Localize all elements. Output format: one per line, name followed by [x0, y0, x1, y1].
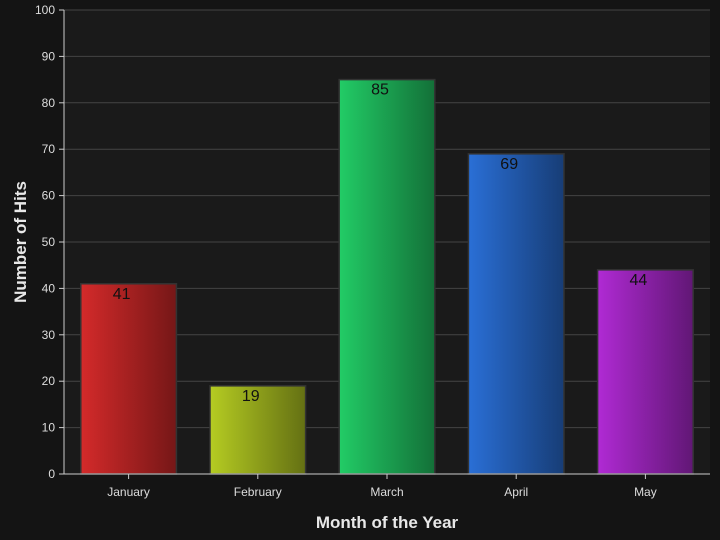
x-tick-label: January [107, 485, 150, 499]
bar-march [338, 78, 436, 475]
y-tick-label: 0 [48, 467, 55, 481]
bar-may [596, 269, 694, 475]
x-axis-title: Month of the Year [316, 513, 459, 532]
y-tick-label: 70 [42, 142, 56, 156]
data-label: 69 [500, 156, 518, 173]
data-label: 85 [371, 82, 389, 99]
x-tick-label: February [234, 485, 282, 499]
y-tick-label: 40 [42, 281, 56, 295]
axes: 0 10 20 30 40 50 60 70 80 90 100 January February Mar… [35, 3, 710, 499]
y-tick-label: 50 [42, 235, 56, 249]
x-tick-label: May [634, 485, 657, 499]
data-label: 19 [242, 388, 260, 405]
y-tick-label: 30 [42, 328, 56, 342]
y-tick-label: 20 [42, 374, 56, 388]
bars: 41 19 85 69 44 [80, 78, 694, 475]
bar-april [467, 153, 565, 475]
y-tick-label: 80 [42, 96, 56, 110]
x-tick-label: March [370, 485, 403, 499]
y-tick-label: 100 [35, 3, 55, 17]
y-tick-label: 60 [42, 189, 56, 203]
x-tick-label: April [504, 485, 528, 499]
y-tick-label: 10 [42, 421, 56, 435]
y-tick-label: 90 [42, 49, 56, 63]
bar-january [80, 283, 178, 475]
data-label: 41 [113, 286, 131, 303]
data-label: 44 [630, 272, 648, 289]
bar-february [209, 385, 307, 475]
y-axis-title: Number of Hits [11, 181, 30, 303]
